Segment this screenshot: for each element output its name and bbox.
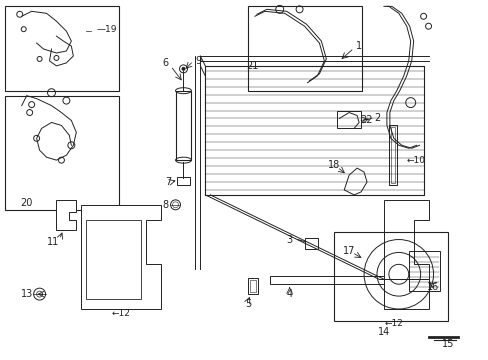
Bar [205, 66, 423, 195]
Circle shape [181, 67, 185, 71]
Bar [304, 238, 318, 249]
Bar [5, 96, 119, 210]
Text: 2: 2 [373, 113, 380, 123]
Bar [334, 231, 447, 321]
Bar [408, 251, 440, 291]
Text: ←12: ←12 [111, 310, 130, 319]
Text: 6: 6 [162, 58, 168, 68]
Bar [5, 6, 119, 91]
Bar [337, 111, 360, 129]
Text: 17: 17 [342, 247, 355, 256]
Text: 22: 22 [359, 116, 371, 126]
Text: 9: 9 [195, 56, 201, 66]
Text: 15: 15 [441, 339, 454, 349]
Text: ←10: ←10 [406, 156, 425, 165]
Text: 18: 18 [327, 160, 340, 170]
Bar [249, 280, 255, 292]
Text: 3: 3 [286, 234, 292, 244]
Text: 8: 8 [162, 200, 168, 210]
Bar [175, 91, 191, 160]
Polygon shape [81, 205, 161, 309]
Bar [247, 6, 361, 91]
Text: 20: 20 [20, 198, 33, 208]
Polygon shape [56, 200, 76, 230]
Text: 1: 1 [355, 41, 362, 51]
Text: 16: 16 [427, 282, 439, 292]
Text: 14: 14 [377, 327, 389, 337]
Bar [388, 125, 396, 185]
Text: 21: 21 [245, 61, 258, 71]
Polygon shape [383, 200, 427, 309]
Text: 7: 7 [165, 177, 171, 187]
Text: 5: 5 [244, 299, 250, 309]
Bar [176, 177, 190, 185]
Text: 13: 13 [20, 289, 33, 299]
Bar [390, 127, 394, 183]
Bar [247, 278, 257, 294]
Text: 11: 11 [47, 237, 60, 247]
Bar [86, 220, 141, 299]
Text: —19: —19 [96, 25, 117, 34]
Text: ←12: ←12 [384, 319, 403, 328]
Circle shape [179, 65, 187, 73]
Bar [269, 276, 427, 284]
Polygon shape [344, 168, 366, 195]
Text: 4: 4 [286, 289, 292, 299]
